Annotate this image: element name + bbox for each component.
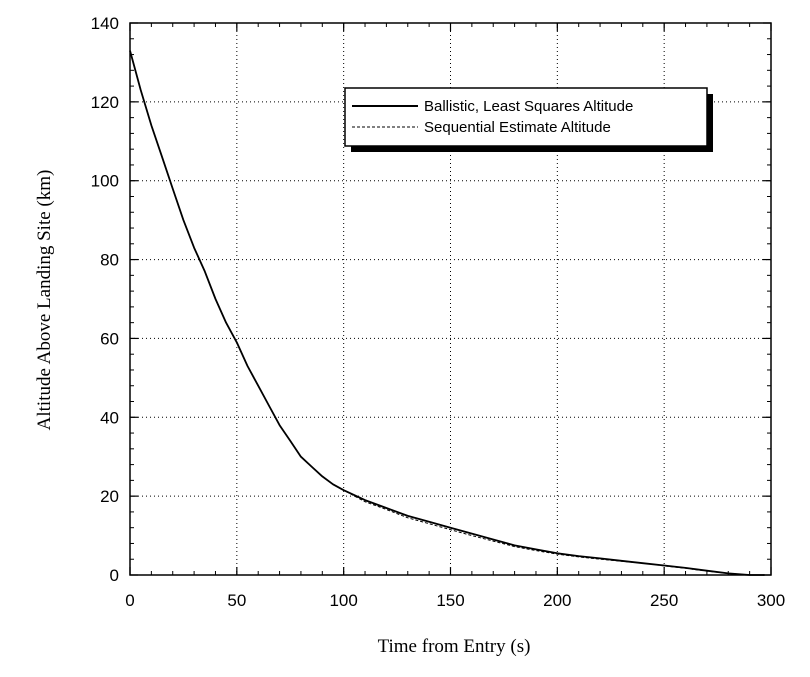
y-tick-label: 40 xyxy=(100,408,119,427)
y-tick-label: 60 xyxy=(100,329,119,348)
x-tick-label: 0 xyxy=(125,591,134,610)
x-tick-label: 300 xyxy=(757,591,785,610)
legend-label-sequential: Sequential Estimate Altitude xyxy=(424,119,611,136)
y-tick-label: 80 xyxy=(100,251,119,270)
y-tick-label: 140 xyxy=(91,14,119,33)
x-tick-label: 50 xyxy=(227,591,246,610)
y-tick-label: 20 xyxy=(100,487,119,506)
x-tick-label: 200 xyxy=(543,591,571,610)
ticks xyxy=(129,22,772,576)
legend: Ballistic, Least Squares Altitude Sequen… xyxy=(344,87,713,152)
series-layer xyxy=(129,50,765,576)
x-axis-title: Time from Entry (s) xyxy=(378,636,531,657)
x-tick-label: 100 xyxy=(329,591,357,610)
legend-box xyxy=(344,87,708,147)
y-axis-title: Altitude Above Landing Site (km) xyxy=(34,170,55,431)
y-tick-label: 100 xyxy=(91,172,119,191)
x-tick-label: 250 xyxy=(650,591,678,610)
y-tick-label: 0 xyxy=(110,566,119,585)
x-tick-label: 150 xyxy=(436,591,464,610)
legend-label-ballistic: Ballistic, Least Squares Altitude xyxy=(424,98,633,115)
tick-labels: 0 50 100 150 200 250 300 0 20 40 60 80 100 120 140 xyxy=(91,14,786,610)
y-tick-label: 120 xyxy=(91,93,119,112)
series-line-sequential xyxy=(129,50,765,576)
